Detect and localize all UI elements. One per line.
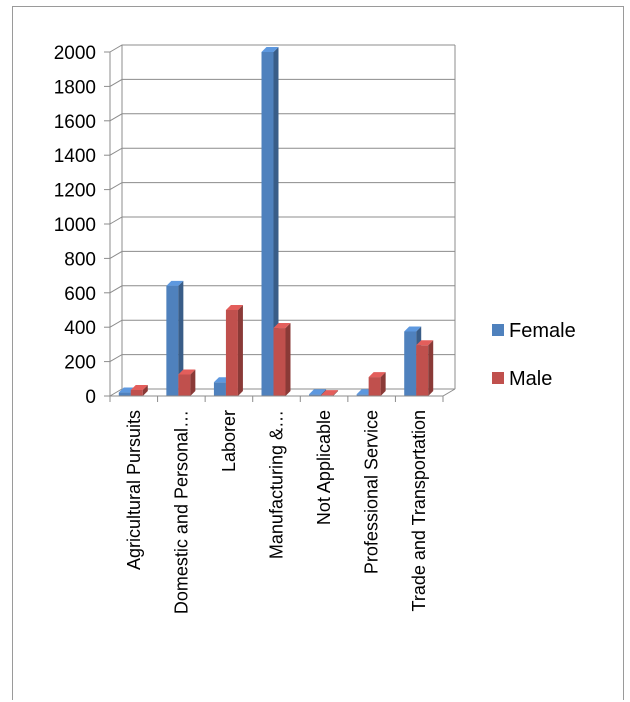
bar-top <box>321 390 339 396</box>
y-tick-label: 2000 <box>54 43 96 64</box>
legend-item-male: Male <box>492 368 552 390</box>
bar-male-5 <box>368 372 386 396</box>
x-category-label: Domestic and Personal… <box>171 410 191 614</box>
x-category-label: Laborer <box>219 410 239 472</box>
bar-side <box>142 384 148 396</box>
y-tick-label: 600 <box>64 284 96 305</box>
bar-front <box>356 394 369 396</box>
bar-front <box>404 331 417 396</box>
legend-item-female: Female <box>492 320 576 342</box>
gridline <box>109 78 455 87</box>
bar-front <box>368 377 381 396</box>
bar-side <box>285 323 291 396</box>
y-tick-label: 1400 <box>54 146 96 167</box>
bar-front <box>309 394 322 396</box>
x-axis <box>109 388 456 402</box>
y-tick-label: 200 <box>64 353 96 374</box>
x-category-label: Agricultural Pursuits <box>124 410 144 570</box>
bar-top <box>130 384 148 390</box>
gridline <box>109 113 455 122</box>
bar-side <box>178 280 184 396</box>
y-tick-label: 800 <box>64 249 96 270</box>
bar-male-1 <box>178 369 196 396</box>
x-axis-category-labels: Agricultural Pursuits Domestic and Person… <box>124 410 429 614</box>
bar-side <box>428 340 434 396</box>
bar-top <box>273 323 291 329</box>
bar-side <box>273 47 279 396</box>
x-category-label: Not Applicable <box>314 410 334 525</box>
gridline <box>109 147 455 156</box>
bar-side <box>380 372 386 396</box>
gridline <box>109 182 455 191</box>
bar-front <box>261 52 274 396</box>
y-tick-label: 1600 <box>54 112 96 133</box>
gridline <box>109 250 455 259</box>
bar-front <box>416 345 429 396</box>
bars <box>118 47 434 396</box>
bar-top <box>309 389 327 395</box>
bar-front <box>225 310 238 396</box>
bar-top <box>368 372 386 378</box>
bar-side <box>333 390 339 396</box>
bar-male-0 <box>130 384 148 396</box>
y-tick-label: 0 <box>85 387 96 408</box>
gridline <box>109 216 455 225</box>
legend: Female Male <box>492 320 576 390</box>
gridline <box>109 388 455 397</box>
bar-front <box>213 382 226 396</box>
legend-label: Male <box>509 368 552 390</box>
bar-side <box>190 369 196 396</box>
gridlines <box>104 44 455 397</box>
gridline <box>109 285 455 294</box>
bar-front <box>130 389 143 396</box>
bar-front <box>166 285 179 396</box>
legend-swatch <box>492 324 504 336</box>
bar-male-3 <box>273 323 291 396</box>
y-axis-tick-labels: 0 200 400 600 800 1000 1200 1400 1600 1800 2000 <box>54 43 96 408</box>
y-tick-label: 1200 <box>54 181 96 202</box>
x-category-label: Professional Service <box>362 410 382 574</box>
bar-front <box>273 328 286 396</box>
bar-top <box>178 369 196 375</box>
x-category-label: Trade and Transportation <box>409 410 429 611</box>
legend-label: Female <box>509 320 576 342</box>
bar-male-6 <box>416 340 434 396</box>
bar-female-3 <box>261 47 279 396</box>
y-tick-label: 400 <box>64 318 96 339</box>
gridline <box>109 44 455 53</box>
bar-side <box>237 305 243 396</box>
bar-front <box>118 392 131 396</box>
bar-top <box>166 280 184 286</box>
bar-front <box>178 374 191 396</box>
gridline <box>109 319 455 328</box>
x-category-label: Manufacturing &… <box>267 410 287 559</box>
y-tick-label: 1800 <box>54 77 96 98</box>
bar-male-2 <box>225 305 243 396</box>
bar-top <box>404 326 422 332</box>
chart-frame <box>12 6 624 700</box>
bar-top <box>416 340 434 346</box>
bar-top <box>225 305 243 310</box>
bar-top <box>261 47 279 52</box>
legend-swatch <box>492 372 504 384</box>
y-tick-label: 1000 <box>54 215 96 236</box>
bar-female-1 <box>166 280 184 396</box>
gridline <box>109 354 455 363</box>
